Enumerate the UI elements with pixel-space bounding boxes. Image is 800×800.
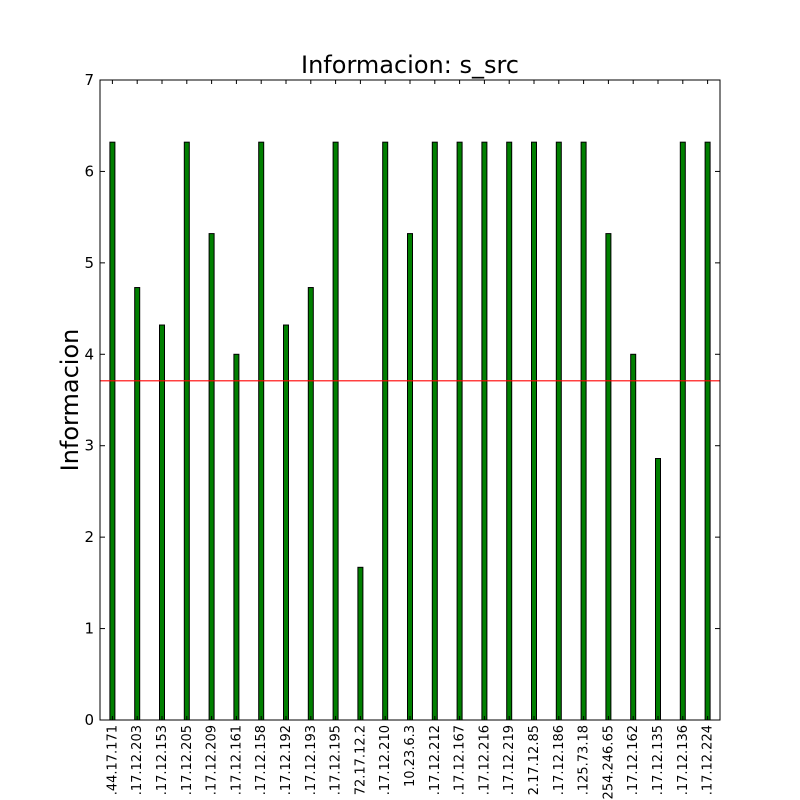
x-tick-label: .17.12.186 xyxy=(552,725,567,795)
y-tick-label: 3 xyxy=(84,437,94,455)
bar xyxy=(407,233,413,721)
bar xyxy=(679,141,686,721)
bar xyxy=(580,141,587,721)
bar xyxy=(283,324,289,721)
bar xyxy=(431,141,438,721)
x-tick-label: .17.12.219 xyxy=(502,725,517,795)
bar xyxy=(134,287,141,721)
bar xyxy=(605,233,612,721)
x-tick-label: .17.12.212 xyxy=(428,725,443,795)
x-tick-label: .17.12.158 xyxy=(254,725,269,795)
y-tick-label: 1 xyxy=(84,620,94,638)
bar xyxy=(655,458,661,721)
y-tick-label: 6 xyxy=(84,162,94,180)
bar xyxy=(630,353,637,721)
y-axis-label: Informacion xyxy=(56,329,84,472)
bar xyxy=(258,141,265,721)
bar xyxy=(481,141,488,721)
bar xyxy=(183,141,190,721)
x-tick-label: 10.23.6.3 xyxy=(403,725,418,787)
x-tick-label: 2.17.12.85 xyxy=(527,725,542,795)
plot-area: 0 1 2 3 4 5 6 7 .44.17.171 .17.12.203 .17.12.153 .1… xyxy=(84,71,721,799)
x-tick-label: .44.17.171 xyxy=(105,725,120,795)
x-tick-label: .17.12.195 xyxy=(329,725,344,795)
y-tick-label: 5 xyxy=(84,254,94,272)
x-tick-label: .17.12.162 xyxy=(626,725,641,795)
x-tick-label: .17.12.193 xyxy=(304,725,319,795)
bar xyxy=(357,566,364,721)
x-tick-label: .17.12.161 xyxy=(229,725,244,795)
y-tick-label: 0 xyxy=(84,711,94,729)
bar xyxy=(159,324,165,721)
y-tick-label: 2 xyxy=(84,528,94,546)
bar xyxy=(382,141,389,721)
x-tick-label: .17.12.224 xyxy=(701,725,716,795)
x-tick-label: .17.12.205 xyxy=(180,725,195,795)
bar xyxy=(704,141,711,721)
x-tick-label: .17.12.153 xyxy=(155,725,170,795)
x-tick-label: .17.12.167 xyxy=(453,725,468,795)
chart-title: Informacion: s_src xyxy=(301,51,519,79)
bar xyxy=(109,141,116,721)
x-tick-label: 72.17.12.2 xyxy=(353,725,368,795)
bar xyxy=(456,141,463,721)
bar xyxy=(233,353,240,721)
bar xyxy=(555,141,562,721)
x-tick-label: .17.12.210 xyxy=(378,725,393,795)
x-tick-label: .17.12.209 xyxy=(205,725,220,795)
bar xyxy=(307,287,314,721)
x-tick-label: .17.12.136 xyxy=(676,725,691,795)
y-tick-label: 7 xyxy=(84,71,94,89)
x-tick-label: .17.12.192 xyxy=(279,725,294,795)
x-tick-label: .125.73.18 xyxy=(577,725,592,795)
x-tick-label: .17.12.135 xyxy=(651,725,666,795)
y-tick-label: 4 xyxy=(84,345,94,363)
bar xyxy=(208,233,215,721)
x-tick-label: 254.246.65 xyxy=(601,725,616,799)
bar xyxy=(531,141,537,721)
x-tick-label: .17.12.216 xyxy=(477,725,492,795)
bar xyxy=(332,141,339,721)
bar xyxy=(506,141,513,721)
x-tick-label: .17.12.203 xyxy=(130,725,145,795)
